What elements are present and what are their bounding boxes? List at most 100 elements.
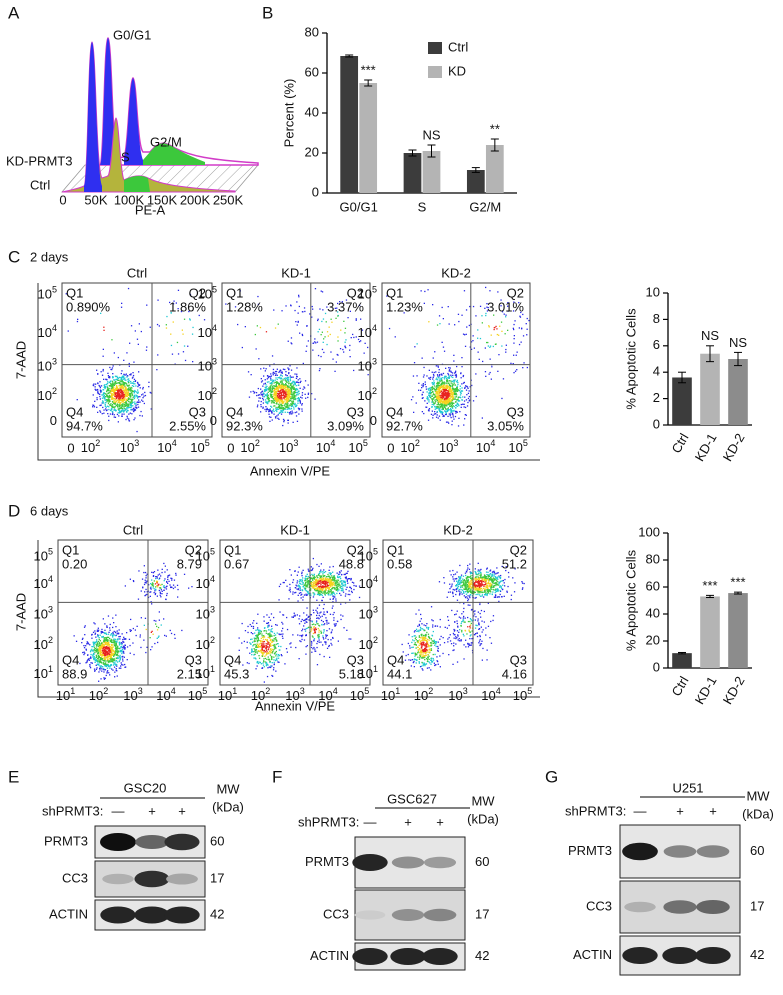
event-dot [266, 650, 267, 651]
event-dot [119, 397, 120, 398]
event-dot [444, 381, 445, 382]
event-dot [277, 661, 278, 662]
event-dot [124, 647, 125, 648]
event-dot [108, 420, 109, 421]
event-dot [98, 664, 99, 665]
event-dot [142, 388, 143, 389]
tick-base: 10 [156, 688, 170, 703]
event-dot [107, 387, 108, 388]
event-dot [278, 414, 279, 415]
event-dot [515, 371, 516, 372]
event-dot [94, 658, 95, 659]
event-dot [439, 407, 440, 408]
event-dot [446, 402, 447, 403]
event-dot [265, 387, 266, 388]
event-dot [111, 647, 112, 648]
event-dot [297, 398, 298, 399]
event-dot [152, 583, 153, 584]
event-dot [103, 413, 104, 414]
event-dot [295, 390, 296, 391]
event-dot [169, 575, 170, 576]
event-dot [270, 667, 271, 668]
event-dot [155, 576, 156, 577]
event-dot [438, 396, 439, 397]
event-dot [116, 654, 117, 655]
event-dot [134, 401, 135, 402]
event-dot [109, 401, 110, 402]
event-dot [103, 370, 104, 371]
event-dot [111, 389, 112, 390]
event-dot [286, 648, 287, 649]
event-dot [157, 570, 158, 571]
event-dot [425, 384, 426, 385]
event-dot [91, 638, 92, 639]
event-dot [106, 647, 107, 648]
event-dot [464, 388, 465, 389]
event-dot [114, 651, 115, 652]
event-dot [506, 345, 507, 346]
event-dot [421, 385, 422, 386]
event-dot [281, 401, 282, 402]
event-dot [457, 384, 458, 385]
event-dot [114, 398, 115, 399]
event-dot [491, 335, 492, 336]
event-dot [331, 575, 332, 576]
event-dot [133, 397, 134, 398]
tick-exponent: 2 [255, 438, 260, 448]
event-dot [266, 643, 267, 644]
event-dot [456, 399, 457, 400]
event-dot [99, 662, 100, 663]
event-dot [104, 637, 105, 638]
event-dot [428, 399, 429, 400]
event-dot [317, 342, 318, 343]
event-dot [260, 662, 261, 663]
event-dot [109, 666, 110, 667]
event-dot [131, 325, 132, 326]
event-dot [453, 389, 454, 390]
event-dot [118, 633, 119, 634]
event-dot [121, 399, 122, 400]
event-dot [436, 399, 437, 400]
event-dot [122, 395, 123, 396]
event-dot [285, 412, 286, 413]
event-dot [261, 643, 262, 644]
panel-label: D [8, 501, 20, 520]
event-dot [100, 398, 101, 399]
event-dot [288, 386, 289, 387]
event-dot [90, 667, 91, 668]
event-dot [116, 670, 117, 671]
event-dot [482, 322, 483, 323]
event-dot [122, 388, 123, 389]
event-dot [514, 320, 515, 321]
event-dot [328, 335, 329, 336]
event-dot [467, 405, 468, 406]
y-axis-label: % Apoptotic Cells [623, 549, 638, 651]
event-dot [365, 343, 366, 344]
event-dot [158, 627, 159, 628]
tick-base: 10 [358, 325, 372, 340]
event-dot [271, 392, 272, 393]
event-dot [126, 352, 127, 353]
event-dot [112, 386, 113, 387]
event-dot [99, 405, 100, 406]
tick-exponent: 5 [523, 438, 528, 448]
event-dot [119, 411, 120, 412]
tick-base: 10 [34, 549, 48, 564]
event-dot [111, 639, 112, 640]
event-dot [278, 654, 279, 655]
event-dot [115, 639, 116, 640]
event-dot [105, 669, 106, 670]
event-dot [446, 413, 447, 414]
event-dot [444, 378, 445, 379]
event-dot [519, 344, 520, 345]
event-dot [162, 569, 163, 570]
event-dot [450, 387, 451, 388]
event-dot [446, 383, 447, 384]
event-dot [270, 376, 271, 377]
event-dot [273, 657, 274, 658]
event-dot [271, 659, 272, 660]
event-dot [460, 372, 461, 373]
event-dot [126, 401, 127, 402]
event-dot [307, 397, 308, 398]
event-dot [110, 646, 111, 647]
